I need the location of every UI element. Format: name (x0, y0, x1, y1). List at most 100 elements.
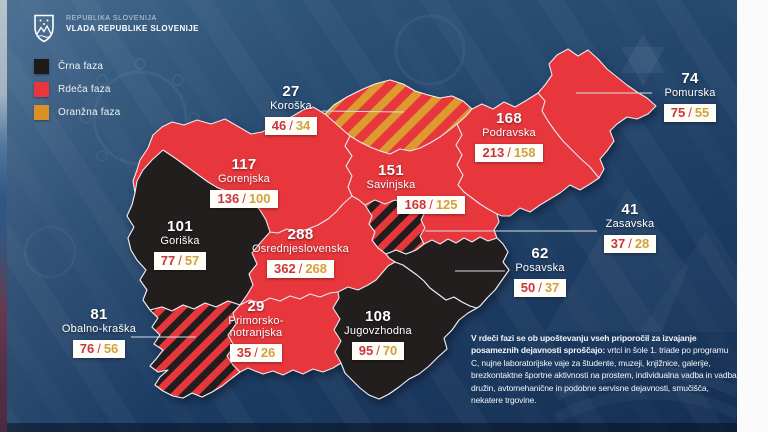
coat-of-arms-logo (34, 14, 54, 43)
region-values-box: 35/26 (229, 344, 283, 362)
region-total: 101 (167, 218, 193, 235)
mountain-watermark (640, 232, 737, 332)
region-name: Posavska (515, 262, 565, 274)
red-phase-swatch (34, 82, 49, 97)
value-gold: 57 (184, 253, 200, 268)
value-gold: 70 (382, 343, 398, 358)
value-gold: 34 (295, 118, 311, 133)
value-red: 77 (160, 253, 176, 268)
value-separator: / (178, 253, 182, 268)
map-region-posavska (385, 236, 510, 309)
region-name: Jugovzhodna (344, 325, 412, 337)
region-total: 41 (621, 201, 639, 218)
value-separator: / (289, 118, 293, 133)
region-values-box: 136/100 (210, 190, 278, 208)
region-name: Savinjska (366, 179, 416, 191)
phase-legend: Črna faza Rdeča faza Oranžna faza (34, 59, 120, 128)
value-red: 35 (236, 345, 252, 360)
background-watermarks (23, 14, 740, 423)
region-label-savinjska: 151 Savinjska 168/125 (336, 162, 465, 214)
value-separator: / (254, 345, 258, 360)
region-name: Primorsko-notranjska (228, 315, 284, 339)
left-flag-blur-edge (0, 0, 7, 432)
wave-watermark (553, 388, 740, 423)
value-separator: / (298, 261, 303, 276)
footer-note-bold: V rdeči fazi se ob upoštevanju vseh prip… (471, 333, 697, 356)
region-name: Goriška (160, 235, 200, 247)
region-border-lines (239, 92, 600, 306)
value-red: 50 (520, 280, 536, 295)
region-total: 62 (531, 245, 549, 262)
map-region-obalno-kraska (149, 300, 241, 399)
callout-line-koroska (321, 110, 405, 113)
value-separator: / (242, 191, 246, 206)
legend-label: Črna faza (58, 61, 104, 72)
region-label-posavska: 62 Posavska 50/37 (485, 246, 595, 297)
region-values-box: 213/158 (475, 144, 543, 162)
black-phase-swatch (34, 59, 49, 74)
virus-watermark-icon (394, 14, 466, 86)
region-total: 168 (496, 110, 522, 127)
value-gold: 56 (103, 341, 119, 356)
region-total: 117 (231, 156, 257, 173)
legend-label: Rdeča faza (58, 84, 111, 95)
region-label-primorsko-notranjska: 29 Primorsko-notranjska 35/26 (206, 299, 306, 362)
region-label-zasavska: 41 Zasavska 37/28 (575, 202, 685, 253)
region-name: Zasavska (605, 218, 655, 230)
value-separator: / (376, 343, 380, 358)
value-red: 95 (358, 343, 374, 358)
region-name: Obalno-kraška (61, 323, 137, 335)
region-total: 108 (365, 308, 391, 325)
value-gold: 268 (305, 261, 328, 276)
value-separator: / (97, 341, 101, 356)
footer-note: V rdeči fazi se ob upoštevanju vseh prip… (471, 332, 737, 406)
region-values-box: 75/55 (663, 104, 717, 122)
region-name: Gorenjska (218, 173, 270, 185)
government-header: REPUBLIKA SLOVENIJA VLADA REPUBLIKE SLOV… (33, 14, 199, 43)
value-red: 213 (482, 145, 505, 160)
value-separator: / (628, 236, 632, 251)
region-total: 74 (681, 70, 699, 87)
region-label-osrednjeslovenska: 288 Osrednjeslovenska 362/268 (228, 227, 373, 278)
orange-phase-swatch (34, 105, 49, 120)
region-total: 288 (287, 226, 314, 243)
right-white-margin (737, 0, 768, 432)
region-label-koroska: 27 Koroška 46/34 (236, 84, 346, 135)
region-name: Pomurska (664, 87, 716, 99)
value-gold: 100 (248, 191, 271, 206)
region-values-box: 95/70 (351, 342, 405, 360)
value-gold: 37 (544, 280, 560, 295)
value-red: 362 (273, 261, 296, 276)
region-total: 27 (282, 83, 300, 100)
value-red: 76 (79, 341, 95, 356)
value-separator: / (688, 105, 692, 120)
value-gold: 125 (435, 197, 458, 212)
value-gold: 28 (634, 236, 650, 251)
value-red: 136 (217, 191, 240, 206)
region-values-box: 362/268 (266, 260, 335, 278)
region-name: Koroška (270, 100, 312, 112)
region-label-pomurska: 74 Pomurska 75/55 (635, 71, 745, 122)
region-total: 29 (247, 298, 265, 315)
region-total: 81 (90, 306, 108, 323)
legend-label: Oranžna faza (58, 107, 121, 118)
value-gold: 158 (513, 145, 536, 160)
wave-watermark (553, 366, 740, 401)
value-separator: / (538, 280, 542, 295)
value-red: 168 (404, 197, 427, 212)
region-label-jugovzhodna: 108 Jugovzhodna 95/70 (323, 309, 433, 360)
bottom-shade (0, 423, 768, 432)
value-separator: / (507, 145, 511, 160)
value-gold: 55 (694, 105, 710, 120)
footer-note-regular: vrtci in šole 1. triade po programu C, n… (471, 345, 737, 406)
region-name: Osrednjeslovenska (252, 243, 349, 255)
region-values-box: 37/28 (603, 235, 657, 253)
coat-of-arms-star-watermark (621, 34, 665, 86)
region-total: 151 (378, 162, 404, 179)
region-label-podravska: 168 Podravska 213/158 (454, 111, 564, 162)
government-title: VLADA REPUBLIKE SLOVENIJE (66, 24, 199, 33)
value-gold: 26 (260, 345, 276, 360)
mountain-watermark (545, 188, 688, 332)
region-name: Podravska (482, 127, 536, 139)
